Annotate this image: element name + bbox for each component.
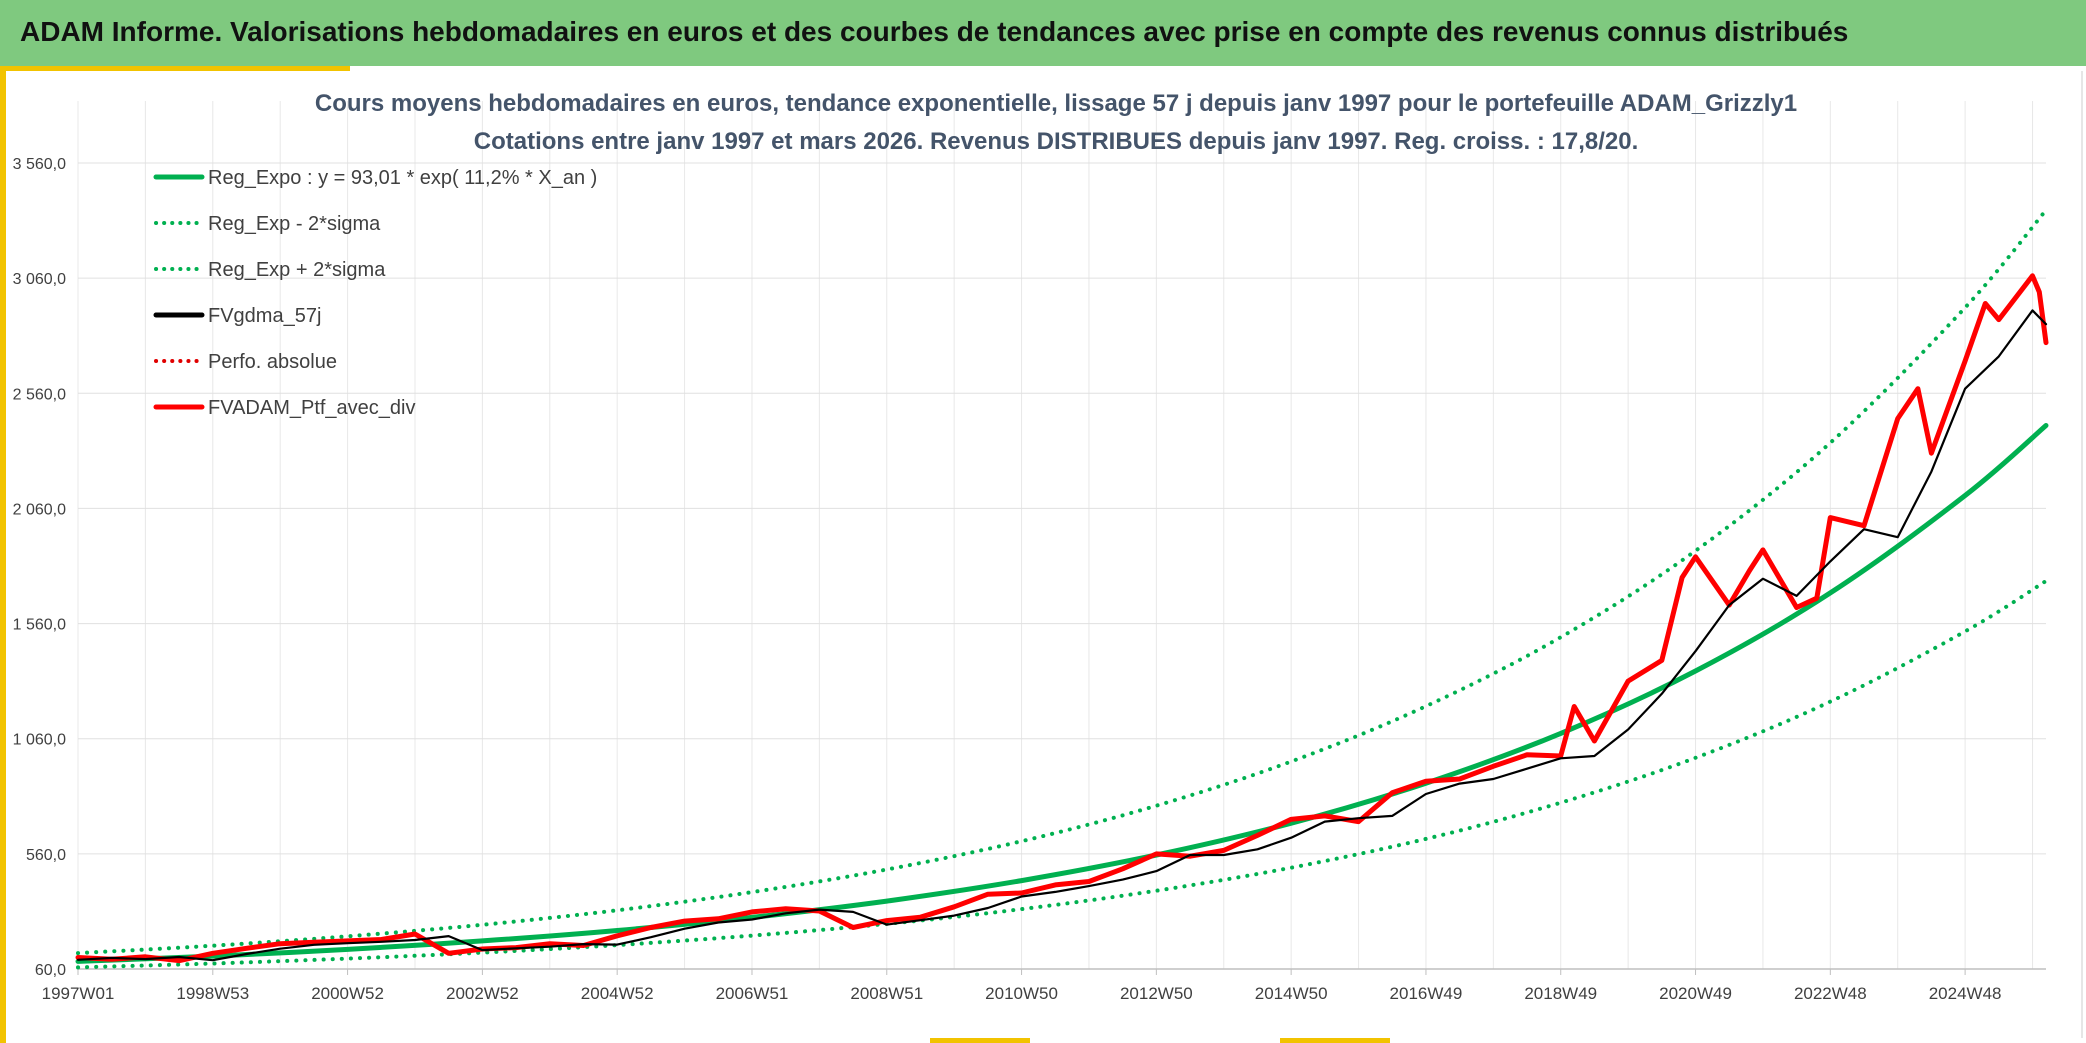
accent-bar-left <box>0 66 6 1043</box>
y-tick-label: 2 060,0 <box>13 501 66 518</box>
x-tick-label: 2012W50 <box>1120 984 1193 1003</box>
x-tick-label: 2024W48 <box>1929 984 2002 1003</box>
series-line-1 <box>76 579 2048 970</box>
y-tick-label: 3 560,0 <box>13 156 66 173</box>
legend-label: FVgdma_57j <box>208 305 321 327</box>
series-line-3 <box>76 309 2048 962</box>
x-tick-label: 1997W01 <box>42 984 115 1003</box>
x-tick-label: 2014W50 <box>1255 984 1328 1003</box>
series-line-0 <box>75 423 2049 964</box>
x-tick-label: 2010W50 <box>985 984 1058 1003</box>
grid <box>77 101 2046 970</box>
accent-bar-bottom <box>930 1038 1030 1043</box>
series <box>75 208 2049 970</box>
x-tick-label: 2006W51 <box>716 984 789 1003</box>
y-tick-label: 60,0 <box>35 962 66 979</box>
x-tick-label: 2002W52 <box>446 984 519 1003</box>
x-tick-label: 2018W49 <box>1524 984 1597 1003</box>
legend-label: Reg_Expo : y = 93,01 * exp( 11,2% * X_an… <box>208 167 597 189</box>
x-tick-label: 2016W49 <box>1390 984 1463 1003</box>
chart-subtitle: Cotations entre janv 1997 et mars 2026. … <box>474 128 1639 155</box>
x-tick-label: 2000W52 <box>311 984 384 1003</box>
y-tick-label: 3 060,0 <box>13 271 66 288</box>
y-tick-label: 1 560,0 <box>13 617 66 634</box>
chart-area: 60,0 560,0 1 060,0 1 560,0 2 060,0 2 560,0 3 0… <box>6 71 2083 1038</box>
chart-title: Cours moyens hebdomadaires en euros, ten… <box>315 90 1797 117</box>
x-tick-label: 2022W48 <box>1794 984 1867 1003</box>
y-tick-label: 2 560,0 <box>13 386 66 403</box>
x-tick-label: 2020W49 <box>1659 984 1732 1003</box>
chart-svg: 60,0 560,0 1 060,0 1 560,0 2 060,0 2 560,0 3 0… <box>13 90 2049 1003</box>
x-tick-label: 2004W52 <box>581 984 654 1003</box>
axes: 60,0 560,0 1 060,0 1 560,0 2 060,0 2 560,0 3 0… <box>13 156 2046 1003</box>
page-title: ADAM Informe. Valorisations hebdomadaire… <box>20 16 1849 47</box>
legend-label: FVADAM_Ptf_avec_div <box>208 397 416 419</box>
legend-label: Reg_Exp - 2*sigma <box>208 213 381 235</box>
header-banner: ADAM Informe. Valorisations hebdomadaire… <box>0 0 2086 66</box>
series-line-2 <box>76 208 2048 956</box>
x-tick-label: 2008W51 <box>850 984 923 1003</box>
legend: Reg_Expo : y = 93,01 * exp( 11,2% * X_an… <box>153 167 597 419</box>
accent-bar-top <box>0 66 350 71</box>
legend-label: Reg_Exp + 2*sigma <box>208 259 386 281</box>
x-tick-label: 1998W53 <box>176 984 249 1003</box>
accent-bar-bottom <box>1280 1038 1390 1043</box>
y-tick-label: 560,0 <box>26 847 66 864</box>
legend-label: Perfo. absolue <box>208 351 337 373</box>
series-line-5 <box>75 273 2049 964</box>
y-tick-label: 1 060,0 <box>13 732 66 749</box>
